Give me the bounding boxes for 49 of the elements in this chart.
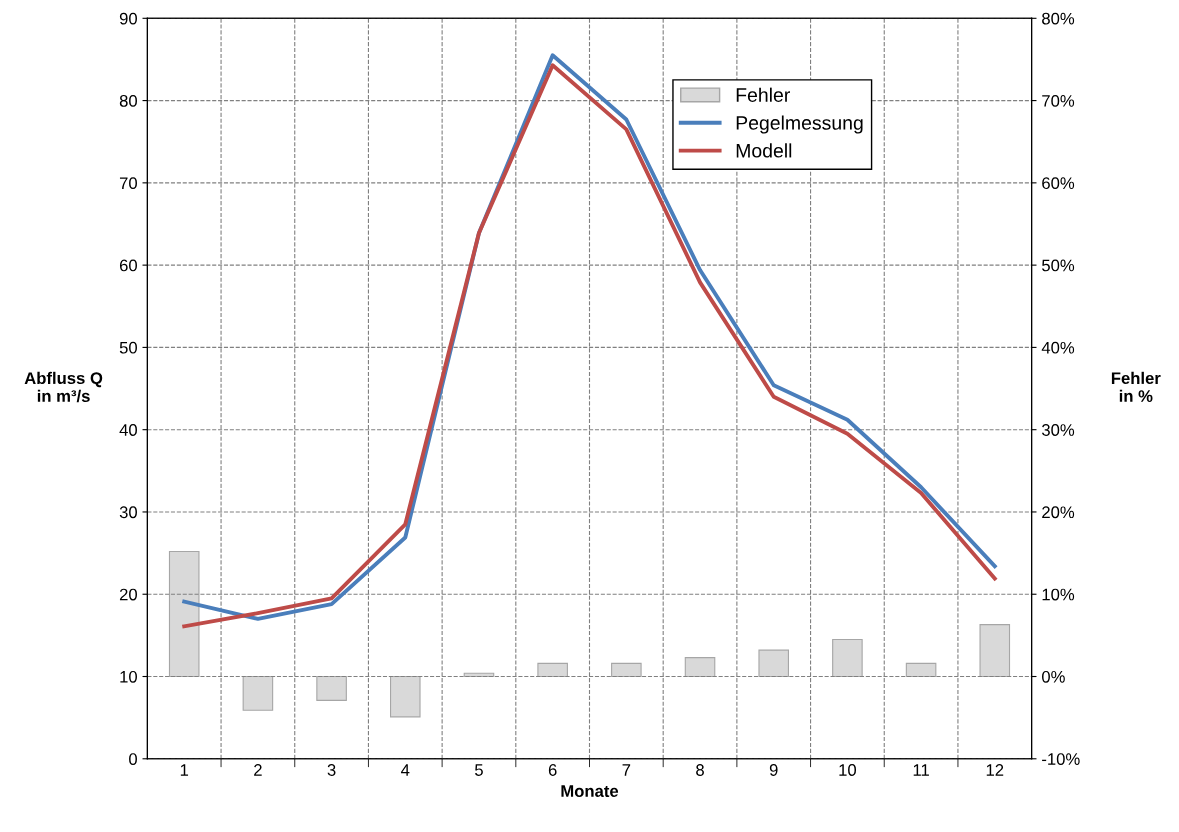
bar (684, 657, 716, 678)
y-tick-label: 0 (129, 753, 137, 765)
y2-tick-label: 20% (1042, 506, 1075, 519)
bar (758, 649, 790, 678)
bar (832, 638, 863, 678)
y-tick-label: 50 (119, 341, 137, 354)
y-tick-label: 80 (119, 94, 137, 107)
bar (905, 662, 937, 678)
bar (611, 662, 642, 678)
y-axis-title: Abfluss Q in m³/s (24, 371, 103, 403)
x-tick-label: 2 (254, 764, 262, 776)
x-tick-label: 9 (769, 764, 778, 776)
x-tick-label: 10 (839, 764, 857, 776)
x-tick-label: 8 (696, 764, 704, 776)
legend-label: Modell (736, 143, 792, 158)
y2-tick-label: 40% (1041, 341, 1075, 354)
y2-tick-label: 50% (1042, 259, 1075, 272)
y2-axis-title: Fehler in % (1111, 371, 1161, 402)
y-tick-label: 40 (119, 424, 137, 436)
y2-tick-label: 30% (1041, 424, 1075, 436)
y2-tick-label: 0% (1042, 670, 1065, 683)
legend-label: Fehler (736, 87, 790, 102)
x-tick-label: 5 (475, 764, 483, 776)
x-tick-label: 12 (986, 764, 1004, 776)
x-tick-label: 7 (622, 764, 631, 776)
bar (168, 550, 200, 678)
x-tick-label: 4 (401, 764, 410, 776)
y2-tick-label: 10% (1042, 588, 1075, 601)
bar (537, 662, 568, 678)
y-tick-label: 10 (120, 670, 137, 683)
legend-label: Pegelmessung (736, 115, 863, 134)
y-tick-label: 20 (119, 588, 137, 601)
y-tick-label: 90 (119, 12, 137, 25)
x-axis-title: Monate (561, 785, 619, 797)
y2-tick-label: 60% (1042, 177, 1075, 190)
bar (242, 675, 274, 711)
y2-tick-label: 80% (1042, 12, 1075, 25)
y-tick-label: 30 (119, 506, 137, 519)
y-tick-label: 60 (119, 259, 137, 272)
y2-tick-label: -10% (1042, 753, 1080, 765)
x-tick-label: 6 (548, 764, 557, 776)
x-tick-label: 1 (180, 764, 189, 776)
y-tick-label: 70 (119, 177, 137, 190)
y2-tick-label: 70% (1042, 94, 1075, 107)
bar (389, 675, 421, 718)
x-tick-label: 11 (913, 764, 929, 776)
bar (316, 675, 347, 701)
x-tick-label: 3 (327, 764, 336, 776)
bar (979, 624, 1011, 678)
